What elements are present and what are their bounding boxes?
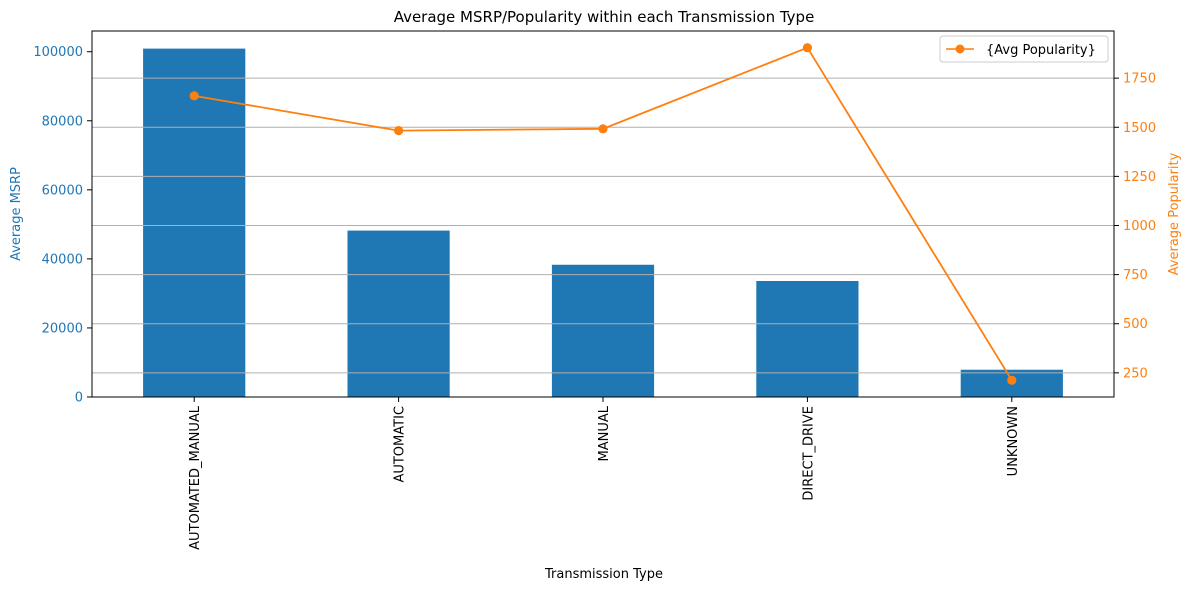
- left-tick-label: 40000: [42, 252, 83, 267]
- left-axis-label: Average MSRP: [9, 167, 24, 261]
- x-tick-label: AUTOMATED_MANUAL: [188, 405, 203, 550]
- x-tick-label: MANUAL: [597, 405, 612, 461]
- right-tick-label: 1750: [1123, 72, 1156, 87]
- x-axis-label: Transmission Type: [544, 567, 663, 582]
- left-axis-ticks: 0 20000 40000 60000 80000 100000: [33, 45, 92, 406]
- left-tick-label: 0: [75, 391, 83, 406]
- right-tick-label: 750: [1123, 268, 1148, 283]
- left-tick-label: 20000: [42, 321, 83, 336]
- right-tick-label: 1000: [1123, 219, 1156, 234]
- legend-box: [939, 35, 1109, 63]
- popularity-point-manual: [598, 124, 608, 134]
- bar-automated_manual: [143, 48, 246, 397]
- popularity-point-unknown: [1007, 375, 1017, 385]
- right-axis-ticks: 250 500 750 1000 1250 1500 1750: [1114, 72, 1156, 381]
- grid-group: [92, 77, 1114, 374]
- popularity-point-automatic: [394, 126, 404, 136]
- popularity-point-automated_manual: [189, 91, 199, 101]
- right-tick-label: 500: [1123, 317, 1148, 332]
- legend-marker-swatch: [955, 44, 965, 54]
- x-tick-label: AUTOMATIC: [393, 406, 408, 483]
- bar-direct_drive: [756, 280, 859, 397]
- right-tick-label: 1500: [1123, 121, 1156, 136]
- legend-label: {Avg Popularity}: [986, 43, 1096, 58]
- bars-group: [143, 48, 1063, 397]
- left-tick-label: 100000: [33, 45, 83, 60]
- bar-automatic: [347, 230, 450, 397]
- right-tick-label: 250: [1123, 366, 1148, 381]
- chart-title: Average MSRP/Popularity within each Tran…: [394, 8, 815, 26]
- left-tick-label: 80000: [42, 114, 83, 129]
- x-tick-label: UNKNOWN: [1006, 406, 1021, 476]
- x-tick-label: DIRECT_DRIVE: [801, 406, 816, 501]
- right-axis-label: Average Popularity: [1167, 152, 1182, 275]
- left-tick-label: 60000: [42, 183, 83, 198]
- popularity-point-direct_drive: [802, 43, 813, 53]
- line-group: [189, 43, 1017, 385]
- legend: {Avg Popularity}: [939, 35, 1109, 63]
- x-axis-ticks: AUTOMATED_MANUAL AUTOMATIC MANUAL DIRECT_DR…: [188, 397, 1021, 550]
- right-tick-label: 1250: [1123, 170, 1156, 185]
- bar-manual: [551, 264, 655, 397]
